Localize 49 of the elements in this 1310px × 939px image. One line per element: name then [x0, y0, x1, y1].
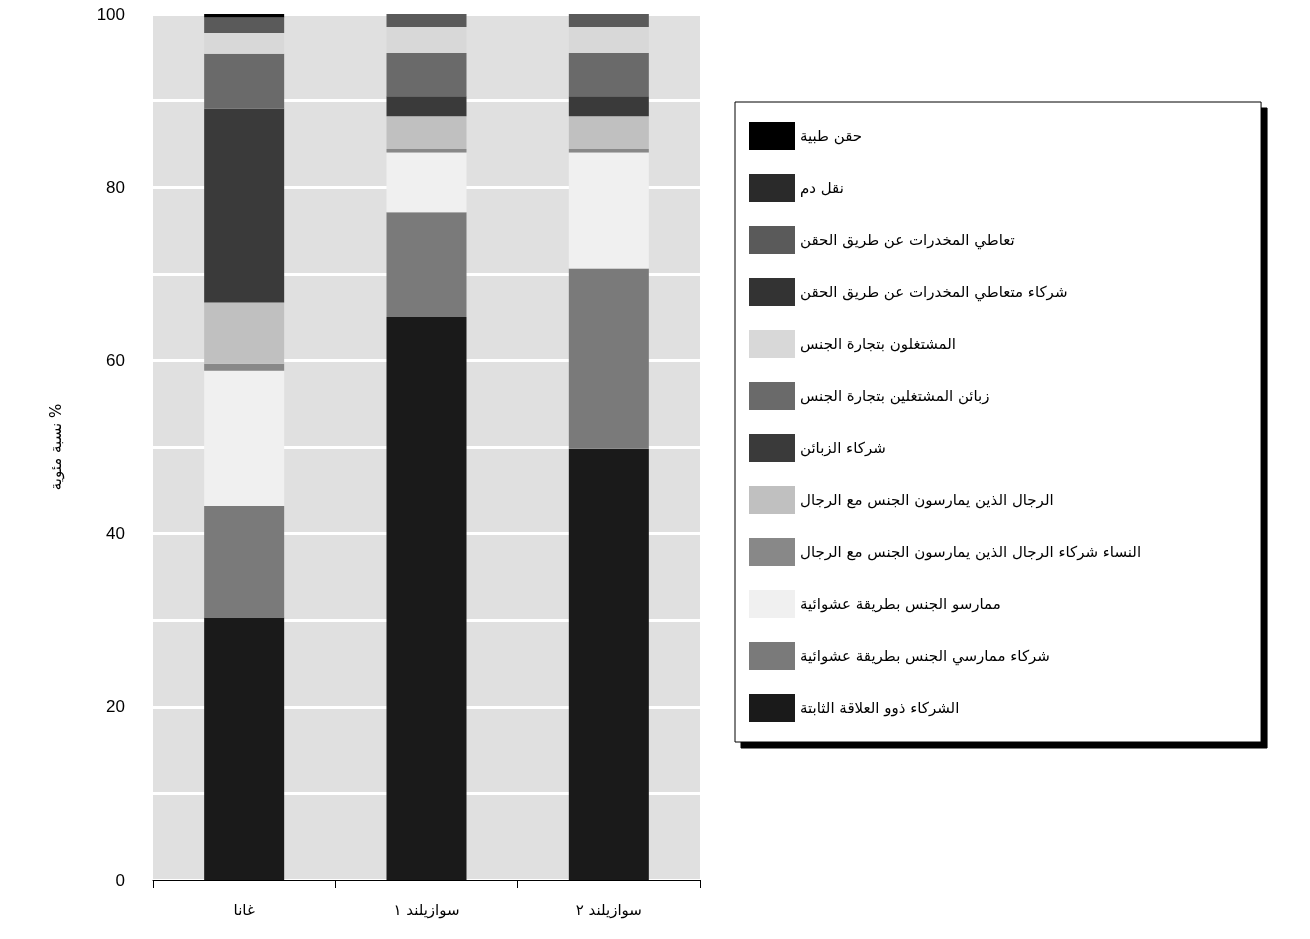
bar	[204, 302, 285, 364]
bar	[568, 448, 649, 880]
bar	[386, 152, 467, 213]
bar	[204, 33, 285, 54]
bar	[568, 268, 649, 449]
bar	[386, 96, 467, 117]
bar	[568, 14, 649, 27]
legend-label: شركاء الزبائن	[800, 439, 886, 457]
legend-label: حقن طبية	[800, 127, 863, 145]
bar	[204, 108, 285, 303]
y-tick-label: 40	[106, 524, 125, 544]
bar	[204, 363, 285, 371]
legend-label: تعاطي المخدرات عن طريق الحقن	[800, 231, 1015, 250]
y-tick-label: 60	[106, 350, 125, 370]
bar	[568, 149, 649, 153]
bar	[568, 116, 649, 150]
legend-label: شركاء متعاطي المخدرات عن طريق الحقن	[800, 283, 1068, 302]
bar	[204, 505, 285, 618]
x-tick-label: سوازيلند ٢	[575, 900, 642, 919]
legend-label: نقل دم	[800, 179, 844, 197]
bar	[386, 52, 467, 97]
bar	[386, 26, 467, 53]
legend-label: شركاء ممارسي الجنس بطريقة عشوائية	[800, 647, 1050, 666]
bar	[386, 14, 467, 27]
bar	[386, 149, 467, 153]
legend-label: الرجال الذين يمارسون الجنس مع الرجال	[800, 491, 1054, 509]
bar	[386, 317, 467, 880]
legend-label: زبائن المشتغلين بتجارة الجنس	[800, 387, 990, 405]
y-tick-label: 0	[115, 870, 125, 890]
legend-label: الشركاء ذوو العلاقة الثابتة	[800, 699, 960, 717]
x-tick-label: غانا	[233, 900, 255, 919]
bar	[204, 617, 285, 880]
bar	[568, 52, 649, 97]
bar	[386, 116, 467, 150]
y-tick-label: 100	[96, 4, 125, 24]
x-tick-label: سوازيلند ١	[393, 900, 460, 919]
bar	[568, 96, 649, 117]
legend-label: النساء شركاء الرجال الذين يمارسون الجنس مع الرجال	[800, 543, 1142, 561]
y-tick-label: 80	[106, 177, 125, 197]
bar	[204, 17, 285, 34]
bar	[568, 26, 649, 53]
y-axis-title: نسبة مئوية %	[46, 403, 65, 491]
bar	[204, 53, 285, 109]
legend-label: ممارسو الجنس بطريقة عشوائية	[800, 595, 1001, 613]
bar	[386, 212, 467, 318]
bar	[204, 370, 285, 506]
legend-label: المشتغلون بتجارة الجنس	[800, 335, 956, 353]
bar	[568, 152, 649, 269]
y-tick-label: 20	[106, 697, 125, 717]
